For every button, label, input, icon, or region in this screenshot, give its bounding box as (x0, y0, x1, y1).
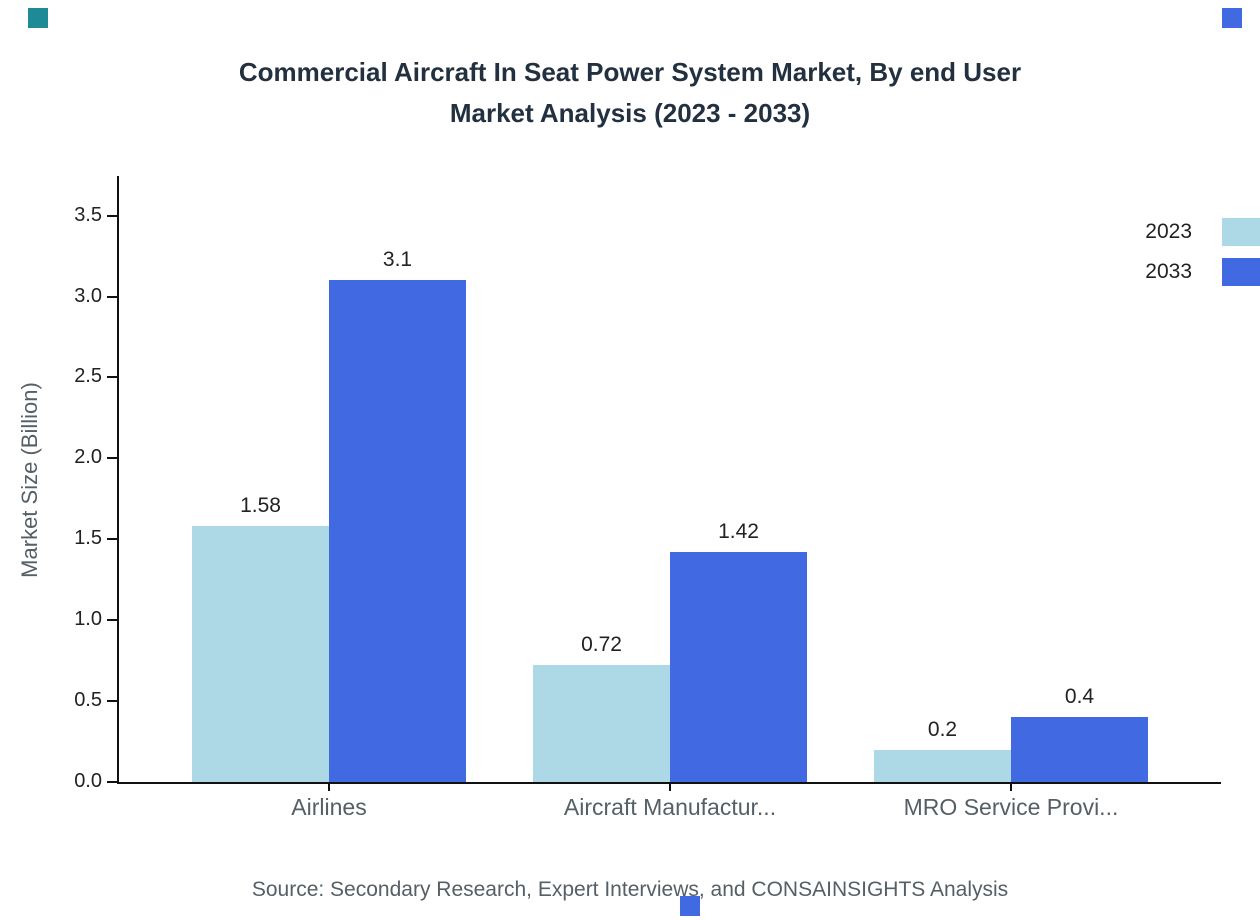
x-tick-mark (328, 784, 330, 791)
y-axis-line (117, 176, 119, 784)
legend-label: 2033 (1145, 260, 1192, 283)
legend-label: 2023 (1145, 220, 1192, 243)
y-tick-label: 0.5 (74, 689, 102, 712)
bar-value-label: 1.42 (718, 520, 759, 544)
chart-title-line1: Commercial Aircraft In Seat Power System… (238, 57, 1022, 87)
y-tick-mark (107, 619, 117, 622)
x-category-label: Aircraft Manufactur... (563, 794, 777, 820)
y-tick-label: 3.0 (74, 284, 102, 307)
y-tick-mark (107, 781, 117, 783)
bar-value-label: 0.72 (581, 633, 622, 657)
y-tick-label: 2.5 (74, 365, 102, 388)
x-axis-line (117, 782, 1221, 784)
bar-2033-aircraft-manufactur- (670, 552, 807, 782)
corner-accent-top-left (28, 8, 48, 28)
bar-value-label: 0.2 (927, 717, 958, 741)
x-tick-mark (1010, 784, 1012, 791)
y-tick-label: 2.0 (74, 446, 102, 469)
x-tick-mark (669, 784, 671, 791)
y-tick-label: 1.0 (74, 608, 102, 631)
x-category-label: Airlines (291, 794, 367, 820)
y-tick-mark (107, 457, 117, 460)
legend-item-2023: 2023 (1145, 218, 1260, 246)
legend-item-2033: 2033 (1145, 258, 1260, 286)
y-tick-mark (107, 376, 117, 379)
y-tick-label: 3.5 (74, 203, 102, 226)
y-tick-mark (107, 700, 117, 703)
legend-swatch (1222, 258, 1260, 286)
bar-value-label: 3.1 (382, 248, 413, 272)
y-tick-mark (107, 538, 117, 541)
y-tick-mark (107, 214, 117, 217)
chart-title: Commercial Aircraft In Seat Power System… (0, 52, 1260, 134)
y-tick-label: 1.5 (74, 527, 102, 550)
y-tick-mark (107, 295, 117, 298)
y-tick-label: 0.0 (74, 770, 102, 792)
x-category-label: MRO Service Provi... (903, 794, 1119, 820)
bar-2023-mro-service-provi- (874, 749, 1011, 782)
chart-title-line2: Market Analysis (2023 - 2033) (449, 98, 811, 128)
bar-2023-aircraft-manufactur- (533, 665, 670, 782)
bar-value-label: 1.58 (240, 494, 281, 518)
bar-2033-mro-service-provi- (1011, 717, 1148, 782)
legend-swatch (1222, 218, 1260, 246)
bar-value-label: 0.4 (1064, 685, 1095, 709)
source-attribution: Source: Secondary Research, Expert Inter… (251, 878, 1009, 901)
corner-accent-top-right (1222, 8, 1242, 28)
bar-2023-airlines (192, 526, 329, 782)
bar-2033-airlines (329, 280, 466, 782)
legend: 2023 2033 (1145, 218, 1260, 286)
corner-accent-bottom (680, 896, 700, 916)
